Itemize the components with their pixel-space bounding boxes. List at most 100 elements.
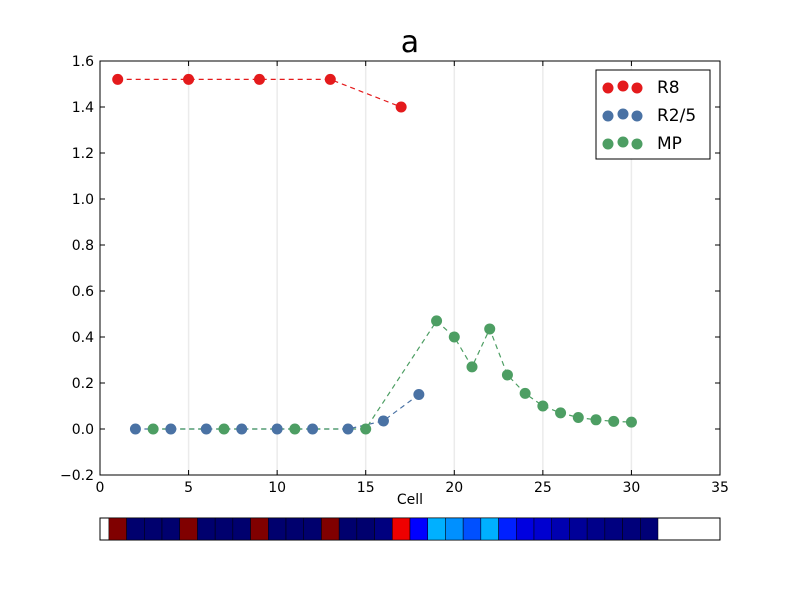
strip-cell-13 — [321, 517, 340, 541]
legend-marker-r25-0 — [602, 110, 614, 122]
strip-cell-10 — [268, 517, 287, 541]
legend-marker-r25-2 — [631, 110, 643, 122]
strip-cell-28 — [586, 517, 606, 541]
y-tick-label-1: 0.0 — [72, 422, 94, 438]
series-line-mp — [153, 319, 632, 430]
y-tick-label-4: 0.6 — [72, 284, 94, 300]
color-strip — [99, 517, 721, 541]
x-tick-label-6: 30 — [623, 480, 641, 496]
strip-cell-27 — [569, 517, 588, 541]
point-mp-9 — [519, 387, 531, 399]
data-points — [112, 73, 637, 435]
strip-cell-12 — [303, 517, 322, 541]
point-mp-13 — [590, 414, 602, 426]
series-lines — [117, 78, 632, 430]
legend-marker-mp-0 — [602, 138, 614, 150]
point-r25-6 — [342, 423, 354, 435]
point-r25-1 — [165, 423, 177, 435]
strip-cell-19 — [427, 517, 446, 541]
strip-cell-5 — [179, 517, 198, 541]
strip-cell-29 — [604, 517, 623, 541]
legend-marker-r25-1 — [617, 108, 629, 120]
legend-frame — [595, 69, 711, 160]
x-tick-label-5: 25 — [534, 480, 552, 496]
chart-title: a — [401, 25, 419, 60]
strip-cell-3 — [144, 517, 163, 541]
legend: R8 R2/5 MP — [595, 69, 711, 160]
x-tick-label-0: 0 — [96, 480, 105, 496]
strip-cell-23 — [498, 517, 517, 541]
legend-marker-r8-2 — [631, 82, 643, 94]
point-mp-3 — [360, 423, 372, 435]
point-mp-8 — [501, 369, 513, 381]
strip-cell-6 — [197, 517, 216, 541]
legend-label-mp: MP — [657, 134, 682, 154]
strip-cell-17 — [392, 517, 411, 541]
x-tick-label-7: 35 — [711, 480, 729, 496]
strip-cell-14 — [338, 517, 358, 541]
point-mp-4 — [431, 315, 443, 327]
x-tick-label-4: 20 — [445, 480, 463, 496]
point-mp-0 — [147, 423, 159, 435]
strip-cell-25 — [533, 517, 552, 541]
strip-cell-9 — [250, 517, 269, 541]
point-r25-5 — [307, 423, 319, 435]
point-r25-4 — [271, 423, 283, 435]
legend-label-r25: R2/5 — [657, 106, 696, 126]
point-r25-2 — [200, 423, 212, 435]
strip-cell-8 — [232, 517, 251, 541]
y-tick-label-9: 1.6 — [72, 54, 94, 70]
y-tick-label-3: 0.4 — [72, 330, 94, 346]
point-mp-5 — [448, 331, 460, 343]
point-mp-12 — [572, 412, 584, 423]
point-mp-7 — [484, 323, 496, 335]
strip-cell-21 — [462, 517, 482, 541]
strip-cell-24 — [516, 517, 535, 541]
x-tick-label-1: 5 — [184, 480, 193, 496]
strip-cell-15 — [356, 517, 375, 541]
point-mp-1 — [218, 423, 230, 435]
strip-cell-11 — [285, 517, 304, 541]
legend-marker-r8-0 — [602, 82, 614, 94]
legend-marker-mp-2 — [631, 138, 643, 150]
point-r25-8 — [413, 389, 425, 400]
x-axis-title: Cell — [397, 492, 423, 508]
plot-frame — [99, 60, 721, 476]
point-r25-7 — [377, 415, 389, 427]
point-r8-3 — [324, 73, 336, 85]
legend-marker-mp-1 — [617, 136, 629, 148]
strip-cell-20 — [445, 517, 464, 541]
series-line-r8 — [117, 78, 402, 108]
point-r8-2 — [253, 73, 265, 85]
point-mp-2 — [289, 423, 301, 435]
point-r8-4 — [395, 101, 407, 113]
point-r25-3 — [236, 423, 248, 435]
point-mp-10 — [537, 400, 549, 412]
legend-label-r8: R8 — [657, 78, 680, 98]
strip-cell-7 — [214, 517, 234, 541]
y-tick-label-8: 1.4 — [72, 100, 94, 116]
point-r8-0 — [112, 73, 124, 85]
y-tick-label-5: 0.8 — [72, 238, 94, 254]
point-r8-1 — [183, 73, 195, 85]
strip-cell-16 — [374, 517, 393, 541]
strip-cell-31 — [640, 517, 659, 541]
point-mp-14 — [608, 415, 620, 427]
strip-cell-30 — [622, 517, 641, 541]
strip-cell-2 — [126, 517, 145, 541]
strip-cell-26 — [551, 517, 570, 541]
point-mp-11 — [555, 407, 567, 419]
point-mp-6 — [466, 361, 478, 373]
y-tick-label-0: −0.2 — [60, 468, 94, 484]
y-tick-label-7: 1.2 — [72, 146, 94, 162]
y-tick-label-6: 1.0 — [72, 192, 94, 208]
legend-marker-r8-1 — [617, 80, 629, 92]
strip-cell-1 — [108, 517, 127, 541]
strip-cell-22 — [480, 517, 499, 541]
y-tick-label-2: 0.2 — [72, 376, 94, 392]
x-tick-label-3: 15 — [357, 480, 375, 496]
point-r25-0 — [129, 423, 141, 435]
strip-cell-4 — [161, 517, 180, 541]
